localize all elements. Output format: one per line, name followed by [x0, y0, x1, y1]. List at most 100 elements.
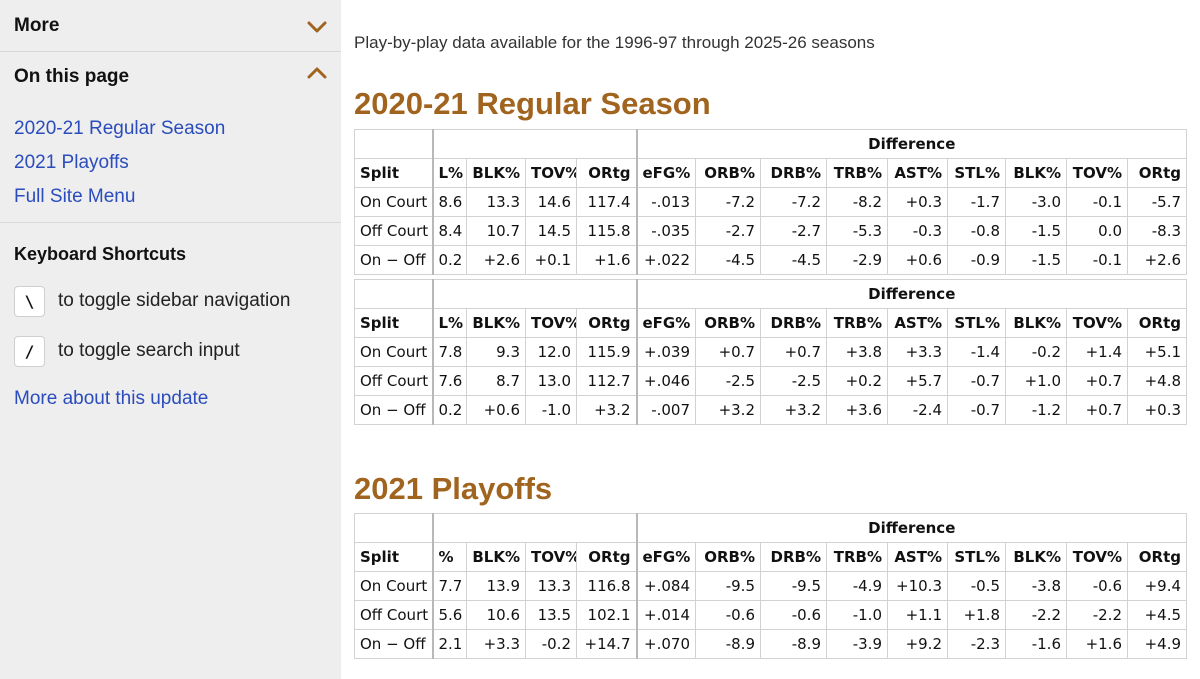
chevron-down-icon[interactable] — [307, 20, 327, 34]
table-cell: -8.9 — [695, 629, 761, 659]
table-cell: -0.2 — [525, 629, 577, 659]
column-header[interactable]: BLK% — [466, 542, 526, 572]
table-cell: +0.3 — [887, 187, 948, 217]
column-header[interactable]: DRB% — [760, 158, 827, 188]
table-cell: -2.9 — [826, 245, 888, 275]
table-cell: -7.2 — [760, 187, 827, 217]
column-header[interactable]: eFG% — [635, 158, 696, 188]
column-header[interactable]: % — [431, 542, 467, 572]
row-label: On Court — [354, 571, 433, 601]
more-toggle[interactable]: More — [14, 15, 60, 36]
column-header[interactable]: ORtg — [576, 158, 637, 188]
column-header[interactable]: STL% — [947, 308, 1006, 338]
link-more-about-update[interactable]: More about this update — [14, 388, 209, 409]
stats-table: Difference Split L% BLK% TOV% ORtg eFG% ORB% DRB… — [354, 279, 1188, 425]
table-cell: +1.4 — [1066, 337, 1128, 367]
stats-table: Difference Split% BLK% TOV% ORtg eFG% ORB% DRB%… — [354, 513, 1188, 659]
column-header[interactable]: AST% — [887, 542, 948, 572]
column-header[interactable]: AST% — [887, 308, 948, 338]
column-header[interactable]: ORB% — [695, 542, 761, 572]
column-header[interactable]: Split — [354, 542, 433, 572]
column-header[interactable]: Split — [354, 308, 433, 338]
table-cell: -.007 — [635, 395, 696, 425]
column-header[interactable]: TOV% — [525, 158, 577, 188]
column-header[interactable]: TOV% — [525, 542, 577, 572]
table-cell: 116.8 — [576, 571, 637, 601]
column-header[interactable]: STL% — [947, 542, 1006, 572]
table-cell: -4.5 — [760, 245, 827, 275]
table-cell: -2.2 — [1005, 600, 1067, 630]
table-cell: +0.7 — [1066, 395, 1128, 425]
table-cell: +3.8 — [826, 337, 888, 367]
link-playoffs[interactable]: 2021 Playoffs — [14, 152, 129, 173]
table-cell: -2.5 — [760, 366, 827, 396]
over-header-blank — [354, 129, 433, 159]
table-cell: -8.9 — [760, 629, 827, 659]
table-cell: +4.8 — [1126, 366, 1188, 396]
column-header[interactable]: ORB% — [695, 158, 761, 188]
column-header[interactable]: TOV% — [525, 308, 577, 338]
column-header[interactable]: eFG% — [635, 542, 696, 572]
table-cell: 7.7 — [431, 571, 467, 601]
column-header[interactable]: ORtg — [1126, 158, 1188, 188]
table-cell: -0.2 — [1005, 337, 1067, 367]
table-cell: -0.6 — [695, 600, 761, 630]
column-header[interactable]: TOV% — [1066, 542, 1128, 572]
table-cell: 14.5 — [525, 216, 577, 246]
table-cell: +0.2 — [826, 366, 888, 396]
table-cell: +0.7 — [760, 337, 827, 367]
column-header[interactable]: TOV% — [1066, 308, 1128, 338]
table-cell: +9.4 — [1126, 571, 1188, 601]
column-header[interactable]: BLK% — [466, 158, 526, 188]
column-header[interactable]: Split — [354, 158, 433, 188]
table-cell: -4.9 — [826, 571, 888, 601]
table-cell: 112.7 — [576, 366, 637, 396]
table-cell: 7.8 — [431, 337, 467, 367]
column-header[interactable]: ORtg — [1126, 542, 1188, 572]
on-this-page-toggle[interactable]: On this page — [14, 66, 130, 87]
table-cell: +1.0 — [1005, 366, 1067, 396]
column-header[interactable]: DRB% — [760, 542, 827, 572]
table-cell: +0.3 — [1126, 395, 1188, 425]
table-cell: +10.3 — [887, 571, 948, 601]
column-header[interactable]: TOV% — [1066, 158, 1128, 188]
table-cell: 14.6 — [525, 187, 577, 217]
column-header[interactable]: BLK% — [1005, 158, 1067, 188]
column-header[interactable]: AST% — [887, 158, 948, 188]
column-header[interactable]: STL% — [947, 158, 1006, 188]
link-full-site-menu[interactable]: Full Site Menu — [14, 186, 136, 207]
column-header[interactable]: BLK% — [1005, 542, 1067, 572]
column-header-row: Split L% BLK% TOV% ORtg eFG% ORB% DRB% TRB% AST% S… — [354, 308, 1188, 338]
table-cell: -1.0 — [525, 395, 577, 425]
main-content: Play-by-play data available for the 1996… — [341, 0, 1200, 679]
column-header[interactable]: ORtg — [576, 542, 637, 572]
stats-table-regular-2: Difference Split L% BLK% TOV% ORtg eFG% ORB% DRB… — [354, 279, 1188, 425]
column-header[interactable]: TRB% — [826, 158, 888, 188]
chevron-up-icon[interactable] — [307, 66, 327, 80]
column-header[interactable]: TRB% — [826, 542, 888, 572]
table-cell: 8.4 — [431, 216, 467, 246]
row-label: Off Court — [354, 216, 433, 246]
shortcut-key: \ — [14, 286, 45, 317]
column-header[interactable]: TRB% — [826, 308, 888, 338]
column-header[interactable]: L% — [431, 158, 467, 188]
column-header[interactable]: BLK% — [1005, 308, 1067, 338]
column-header[interactable]: ORtg — [576, 308, 637, 338]
table-row: Off Court 7.6 8.7 13.0 112.7 +.046 -2.5 -2.5 +0.… — [354, 366, 1188, 396]
divider — [0, 51, 341, 52]
table-cell: -.035 — [635, 216, 696, 246]
table-cell: +.039 — [635, 337, 696, 367]
table-cell: -0.6 — [760, 600, 827, 630]
group-header-difference: Difference — [635, 513, 1188, 543]
column-header[interactable]: BLK% — [466, 308, 526, 338]
column-header[interactable]: L% — [431, 308, 467, 338]
column-header[interactable]: ORtg — [1126, 308, 1188, 338]
table-cell: +0.7 — [1066, 366, 1128, 396]
column-header[interactable]: ORB% — [695, 308, 761, 338]
table-cell: -8.2 — [826, 187, 888, 217]
link-regular-season[interactable]: 2020-21 Regular Season — [14, 118, 226, 139]
table-cell: 8.6 — [431, 187, 467, 217]
column-header[interactable]: eFG% — [635, 308, 696, 338]
table-cell: -2.2 — [1066, 600, 1128, 630]
column-header[interactable]: DRB% — [760, 308, 827, 338]
